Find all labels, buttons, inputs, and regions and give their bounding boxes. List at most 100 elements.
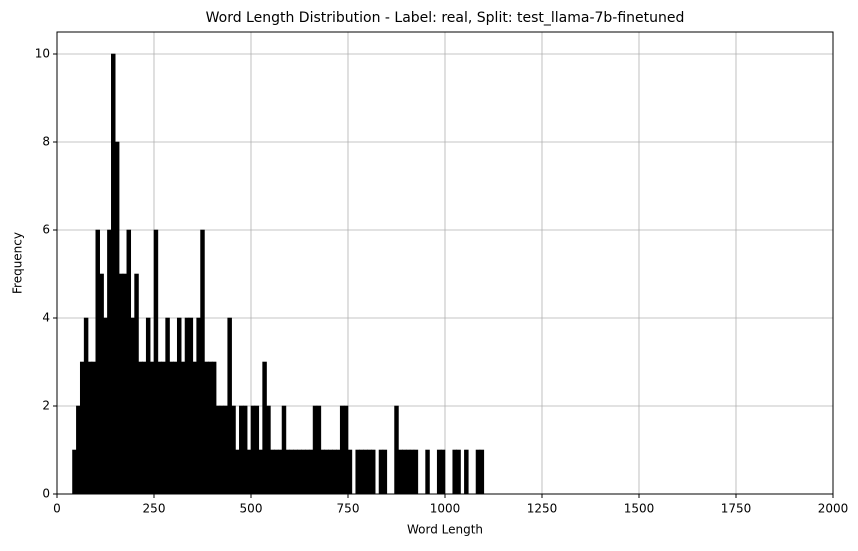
bar — [277, 449, 283, 495]
bar — [363, 449, 368, 495]
y-tick-label: 2 — [42, 399, 50, 413]
bar — [142, 361, 147, 495]
bar — [402, 449, 407, 495]
bar — [324, 449, 329, 495]
bar — [262, 361, 267, 495]
bar — [394, 405, 399, 495]
bar — [347, 449, 353, 495]
bar — [266, 405, 271, 495]
bar — [367, 449, 372, 495]
x-tick-label: 1250 — [527, 502, 558, 516]
bar — [339, 405, 345, 495]
bar — [153, 229, 159, 495]
x-tick-label: 250 — [143, 502, 166, 516]
bar — [157, 361, 163, 495]
bar — [285, 449, 291, 495]
bar — [83, 317, 89, 495]
bar — [254, 405, 260, 495]
bar — [204, 361, 209, 495]
bar — [184, 317, 190, 495]
bar — [273, 449, 279, 495]
bar — [359, 449, 364, 495]
bar — [114, 141, 120, 495]
bar — [409, 449, 415, 495]
bar — [425, 449, 430, 495]
y-tick-label: 6 — [42, 223, 50, 237]
bar — [200, 229, 205, 495]
bar — [464, 449, 469, 495]
bar — [382, 449, 388, 495]
bar — [211, 361, 217, 495]
bar — [72, 449, 77, 495]
chart-title: Word Length Distribution - Label: real, … — [206, 10, 685, 26]
x-tick-label: 500 — [240, 502, 263, 516]
bar — [370, 449, 376, 495]
bar — [378, 449, 384, 495]
bar — [320, 449, 326, 495]
bar — [301, 449, 306, 495]
bar — [87, 361, 93, 495]
bar — [293, 449, 298, 495]
bar — [413, 449, 419, 495]
y-tick-label: 0 — [42, 487, 50, 501]
x-tick-label: 2000 — [818, 502, 849, 516]
bar — [456, 449, 461, 495]
x-tick-label: 1750 — [721, 502, 752, 516]
bar — [91, 361, 97, 495]
y-axis-label: Frequency — [11, 232, 25, 294]
bar — [79, 361, 85, 495]
bar — [246, 449, 252, 495]
bar — [180, 361, 186, 495]
bar — [107, 229, 112, 495]
bar — [188, 317, 194, 495]
bar — [405, 449, 411, 495]
bar — [169, 361, 174, 495]
bar — [145, 317, 151, 495]
bar — [289, 449, 294, 495]
bar — [227, 317, 232, 495]
bar — [196, 317, 201, 495]
x-tick-label: 750 — [337, 502, 360, 516]
bar — [452, 449, 457, 495]
x-tick-label: 1000 — [430, 502, 461, 516]
bar — [76, 405, 81, 495]
bar — [208, 361, 213, 495]
bar — [161, 361, 166, 495]
bar — [130, 317, 135, 495]
y-tick-label: 10 — [35, 47, 50, 61]
bar — [475, 449, 481, 495]
bar — [479, 449, 485, 495]
bar — [103, 317, 108, 495]
x-tick-label: 1500 — [624, 502, 655, 516]
bar — [192, 361, 197, 495]
bar — [111, 53, 116, 495]
bar — [398, 449, 403, 495]
bar — [440, 449, 446, 495]
bar — [118, 273, 124, 495]
bar — [215, 405, 221, 495]
bar — [223, 405, 229, 495]
bar — [126, 229, 132, 495]
bar — [297, 449, 302, 495]
bar — [308, 449, 314, 495]
bar — [332, 449, 337, 495]
bar — [134, 273, 139, 495]
bar — [336, 449, 341, 495]
bar — [258, 449, 263, 495]
bar — [138, 361, 143, 495]
bar — [316, 405, 322, 495]
bar — [231, 405, 236, 495]
bar — [281, 405, 287, 495]
bar — [250, 405, 256, 495]
bar — [355, 449, 360, 495]
bar — [270, 449, 275, 495]
bar — [149, 361, 155, 495]
plot-frame — [56, 31, 834, 495]
bar — [312, 405, 318, 495]
bar — [173, 361, 178, 495]
bar — [165, 317, 170, 495]
bar — [328, 449, 333, 495]
bar — [305, 449, 310, 495]
bar — [239, 405, 244, 495]
